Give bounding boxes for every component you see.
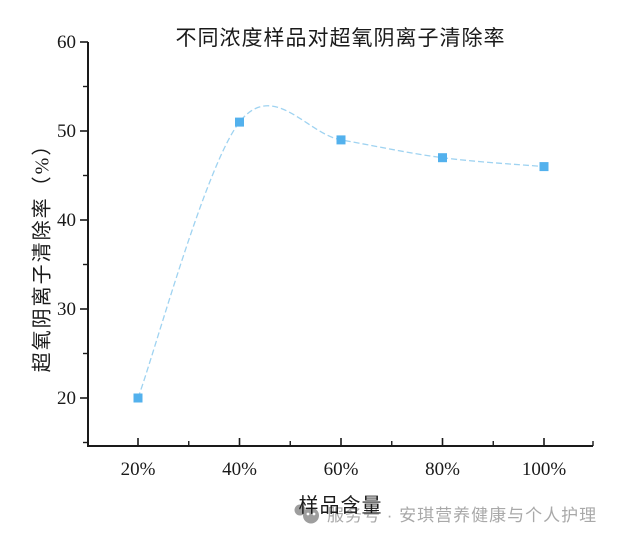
y-tick-label: 50 bbox=[57, 121, 76, 142]
y-tick-label: 40 bbox=[57, 210, 76, 231]
x-tick-label: 40% bbox=[222, 459, 257, 480]
x-tick-label: 100% bbox=[522, 459, 567, 480]
data-point-marker bbox=[336, 135, 346, 145]
data-point-marker bbox=[438, 153, 447, 163]
series-line bbox=[137, 105, 545, 399]
y-tick-label: 30 bbox=[57, 299, 76, 320]
x-tick-label: 20% bbox=[121, 459, 156, 480]
x-axis-label: 样品含量 bbox=[298, 495, 383, 517]
y-tick-label: 60 bbox=[57, 32, 76, 53]
chart-title: 不同浓度样品对超氧阴离子清除率 bbox=[175, 26, 506, 50]
data-point-marker bbox=[539, 162, 549, 172]
x-tick-label: 80% bbox=[425, 459, 460, 480]
wechat-service-logo-icon bbox=[294, 504, 319, 524]
x-tick-label: 60% bbox=[324, 459, 359, 480]
data-point-marker bbox=[133, 393, 143, 403]
axis-spines bbox=[87, 42, 593, 447]
y-tick-label: 20 bbox=[57, 388, 76, 409]
y-axis-label: 超氧阴离子清除率（%） bbox=[31, 133, 54, 373]
watermark: 服务号 · 安琪营养健康与个人护理 bbox=[292, 501, 597, 526]
watermark-text: 服务号 · 安琪营养健康与个人护理 bbox=[327, 506, 598, 525]
data-point-marker bbox=[235, 117, 244, 127]
